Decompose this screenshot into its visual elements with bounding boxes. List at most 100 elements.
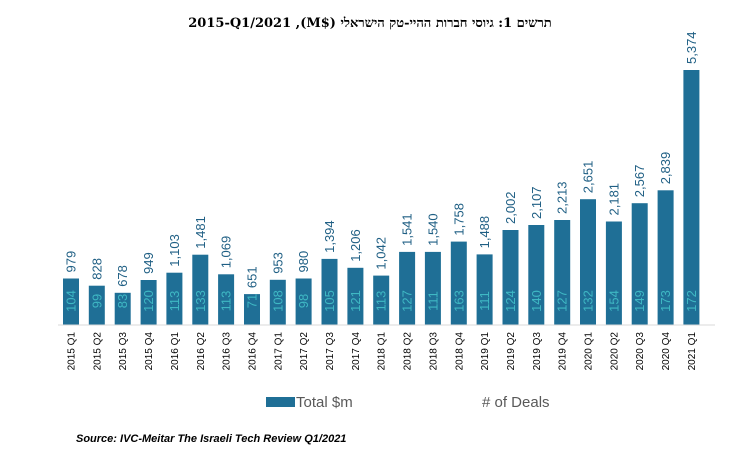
x-tick-2019-Q1: 2019 Q1 (480, 332, 491, 371)
x-tick-2020-Q1: 2020 Q1 (584, 332, 595, 371)
x-tick-2020-Q3: 2020 Q3 (635, 332, 646, 371)
bar-total-2017-Q4 (347, 267, 364, 325)
value-label-2015-Q3: 678 (115, 265, 130, 287)
bar-total-2019-Q3 (528, 225, 545, 325)
deals-label-2015-Q2: 99 (89, 294, 104, 308)
x-tick-2016-Q2: 2016 Q2 (196, 332, 207, 371)
value-label-2018-Q3: 1,540 (425, 213, 440, 246)
deals-label-2020-Q4: 173 (658, 290, 673, 312)
deals-label-2015-Q3: 83 (115, 294, 130, 308)
x-tick-2021-Q1: 2021 Q1 (687, 332, 698, 371)
x-tick-2018-Q1: 2018 Q1 (377, 332, 388, 371)
bar-total-2018-Q2 (399, 251, 416, 325)
value-label-2016-Q4: 651 (245, 266, 260, 288)
x-tick-2015-Q1: 2015 Q1 (67, 332, 78, 371)
value-label-2020-Q3: 2,567 (632, 165, 647, 198)
deals-label-2017-Q2: 98 (296, 294, 311, 308)
bar-total-2015-Q2 (88, 285, 105, 325)
bar-total-2020-Q3 (631, 203, 648, 325)
x-tick-2017-Q3: 2017 Q3 (325, 332, 336, 371)
deals-label-2019-Q3: 140 (529, 290, 544, 312)
value-label-2017-Q1: 953 (270, 252, 285, 274)
bar-total-2016-Q4 (244, 294, 260, 325)
deals-label-2016-Q2: 133 (193, 290, 208, 312)
value-label-2021-Q1: 5,374 (684, 31, 699, 64)
x-tick-2016-Q4: 2016 Q4 (248, 332, 259, 371)
deals-label-2018-Q4: 163 (451, 290, 466, 312)
bar-total-2017-Q1 (269, 279, 286, 325)
value-label-2018-Q4: 1,758 (451, 203, 466, 236)
chart-title: תרשים 1: גיוסי חברות ההיי-טק הישראלי ($M… (188, 16, 551, 31)
deals-label-2018-Q3: 111 (425, 291, 440, 311)
x-tick-2018-Q2: 2018 Q2 (403, 332, 414, 371)
legend-label-total: Total $m (296, 394, 353, 411)
legend: Total $m # of Deals (266, 394, 550, 411)
deals-label-2017-Q1: 108 (270, 290, 285, 312)
bar-total-2019-Q1 (476, 254, 493, 325)
value-label-2019-Q4: 2,213 (555, 181, 570, 214)
bar-total-2018-Q3 (424, 251, 441, 325)
value-label-2019-Q1: 1,488 (477, 216, 492, 249)
bar-total-2019-Q4 (554, 220, 571, 325)
value-label-2020-Q2: 2,181 (606, 183, 621, 216)
deals-label-2017-Q4: 121 (348, 290, 363, 312)
x-tick-2015-Q2: 2015 Q2 (92, 332, 103, 371)
deals-label-2016-Q1: 113 (167, 291, 182, 312)
x-tick-2017-Q1: 2017 Q1 (273, 332, 284, 371)
x-tick-2015-Q4: 2015 Q4 (144, 332, 155, 371)
x-tick-2016-Q3: 2016 Q3 (222, 332, 233, 371)
bar-total-2020-Q1 (580, 199, 596, 325)
deals-label-2018-Q2: 127 (400, 290, 415, 312)
bar-total-2017-Q3 (321, 258, 338, 325)
bar-total-2019-Q2 (502, 230, 519, 325)
deals-label-2015-Q4: 120 (141, 290, 156, 312)
bar-total-2021-Q1 (683, 70, 700, 325)
value-label-2020-Q4: 2,839 (658, 152, 673, 185)
x-tick-2019-Q2: 2019 Q2 (506, 332, 517, 371)
bar-total-2015-Q3 (114, 292, 131, 325)
legend-swatch-total (266, 397, 295, 407)
deals-label-2019-Q1: 111 (477, 291, 492, 311)
x-tick-2020-Q2: 2020 Q2 (609, 332, 620, 371)
value-label-2015-Q2: 828 (89, 258, 104, 280)
value-label-2016-Q1: 1,103 (167, 234, 182, 267)
value-label-2019-Q3: 2,107 (529, 186, 544, 219)
bar-total-2015-Q4 (140, 280, 157, 325)
bar-total-2016-Q1 (166, 272, 183, 325)
value-label-2017-Q4: 1,206 (348, 229, 363, 262)
value-label-2016-Q3: 1,069 (219, 236, 234, 269)
deals-label-2018-Q1: 113 (374, 291, 389, 312)
source-note: Source: IVC-Meitar The Israeli Tech Revi… (76, 433, 346, 445)
deals-label-2015-Q1: 104 (64, 290, 79, 312)
deals-label-2016-Q3: 113 (219, 291, 234, 312)
legend-label-deals: # of Deals (482, 394, 550, 411)
deals-label-2020-Q3: 149 (632, 290, 647, 312)
x-tick-2017-Q2: 2017 Q2 (299, 332, 310, 371)
bar-total-2018-Q4 (450, 241, 467, 325)
x-tick-2019-Q4: 2019 Q4 (558, 332, 569, 371)
value-label-2017-Q3: 1,394 (322, 220, 337, 253)
deals-label-2016-Q4: 71 (245, 294, 260, 308)
x-tick-2016-Q1: 2016 Q1 (170, 332, 181, 371)
x-tick-2017-Q4: 2017 Q4 (351, 332, 362, 371)
x-tick-2019-Q3: 2019 Q3 (532, 332, 543, 371)
bar-total-2020-Q2 (605, 221, 622, 325)
bar-total-2020-Q4 (657, 190, 674, 325)
x-axis: 2015 Q1 2015 Q2 2015 Q3 2015 Q4 2016 Q1 2016 … (67, 332, 698, 371)
value-label-2019-Q2: 2,002 (503, 191, 518, 224)
value-label-2018-Q2: 1,541 (400, 213, 415, 246)
bar-total-2018-Q1 (373, 275, 390, 325)
deals-label-2020-Q2: 154 (606, 290, 621, 312)
x-tick-2018-Q3: 2018 Q3 (428, 332, 439, 371)
value-label-2015-Q1: 979 (64, 251, 79, 273)
bar-total-2016-Q2 (192, 254, 209, 325)
bar-total-2016-Q3 (218, 274, 235, 325)
bar-total-2017-Q2 (295, 278, 312, 325)
value-label-2016-Q2: 1,481 (193, 216, 208, 249)
deals-label-2019-Q2: 124 (503, 290, 518, 312)
deals-label-2020-Q1: 132 (581, 290, 596, 312)
value-label-2015-Q4: 949 (141, 252, 156, 274)
value-label-2020-Q1: 2,651 (581, 161, 596, 194)
bars-layer (63, 70, 700, 325)
